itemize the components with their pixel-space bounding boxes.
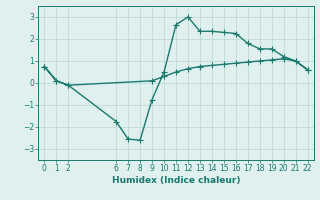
X-axis label: Humidex (Indice chaleur): Humidex (Indice chaleur) bbox=[112, 176, 240, 185]
